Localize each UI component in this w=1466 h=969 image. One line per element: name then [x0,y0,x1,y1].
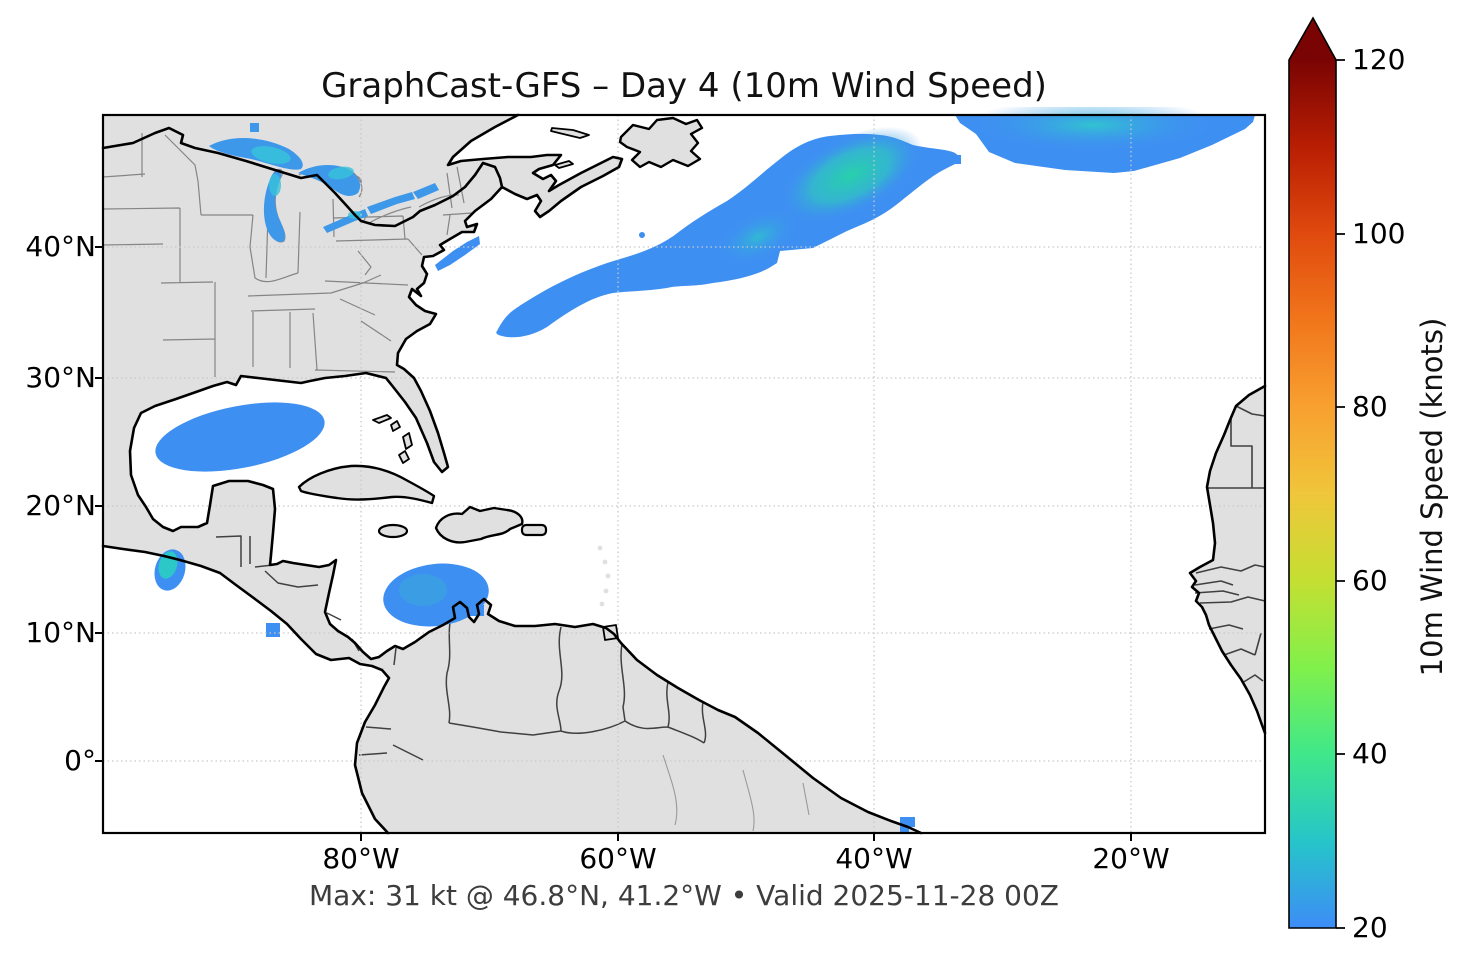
brazil-state-borders [662,754,810,832]
africa-borders [1194,405,1266,684]
ytick-40n: 40°N [25,230,96,263]
colorbar-gradient-bar [1288,16,1337,929]
canada-us-border [101,126,504,228]
atlantic-wind-map [95,107,1267,841]
ytick-10n: 10°N [25,616,96,649]
us-state-borders [102,133,473,377]
cbar-tick-80: 80 [1352,390,1388,423]
lesser-antilles-4 [603,588,609,594]
lesser-antilles-3 [605,573,611,579]
lesser-antilles-1 [597,545,603,551]
wind-region-caribbean [383,563,489,627]
africa-landmass [1190,386,1265,733]
land-masses [103,115,1265,833]
wind-region-gulf-of-mexico [155,402,325,472]
wind-region-costa-rica-dot [266,623,280,637]
latin-america-borders [215,535,707,761]
cbar-tick-60: 60 [1352,564,1388,597]
pei-island [555,161,573,168]
jamaica-island [379,525,407,537]
cbar-tick-40: 40 [1352,737,1388,770]
max-annotation-caption: Max: 31 kt @ 46.8°N, 41.2°W • Valid 2025… [309,879,1059,912]
colorbar [1283,12,1353,942]
coastlines [101,113,1267,835]
cuba-island [299,465,434,503]
lesser-antilles-2 [602,559,608,565]
figure-title: GraphCast-GFS – Day 4 (10m Wind Speed) [321,66,1047,106]
ytick-0: 0° [64,744,96,777]
wind-speed-regions [154,107,1255,833]
newfoundland-island [620,118,702,167]
puerto-rico-island [522,525,546,535]
colorbar-axis-label: 10m Wind Speed (knots) [1415,317,1449,677]
xtick-80w: 80°W [322,842,400,875]
colorbar-tick-marks [1336,59,1345,929]
cbar-tick-20: 20 [1352,911,1388,944]
wind-region-long-island [435,236,480,271]
xtick-40w: 40°W [835,842,913,875]
xtick-20w: 20°W [1092,842,1170,875]
cbar-tick-120: 120 [1352,43,1406,76]
wind-region-mid-atlantic-band [496,126,960,338]
americas-landmass [103,115,921,833]
ytick-20n: 20°N [25,489,96,522]
wind-region-northeast-atlantic [948,107,1255,173]
ytick-30n: 30°N [25,361,96,394]
lesser-antilles-5 [599,601,605,607]
axes-frame [95,113,1267,841]
gridlines [103,115,1265,833]
wind-region-great-lakes [209,123,439,242]
xtick-60w: 60°W [579,842,657,875]
anticosti-island [551,128,589,138]
wind-region-bottom-edge-dot [900,817,915,833]
colorbar-svg [1288,16,1345,929]
map-canvas [95,107,1273,841]
cbar-tick-100: 100 [1352,217,1406,250]
